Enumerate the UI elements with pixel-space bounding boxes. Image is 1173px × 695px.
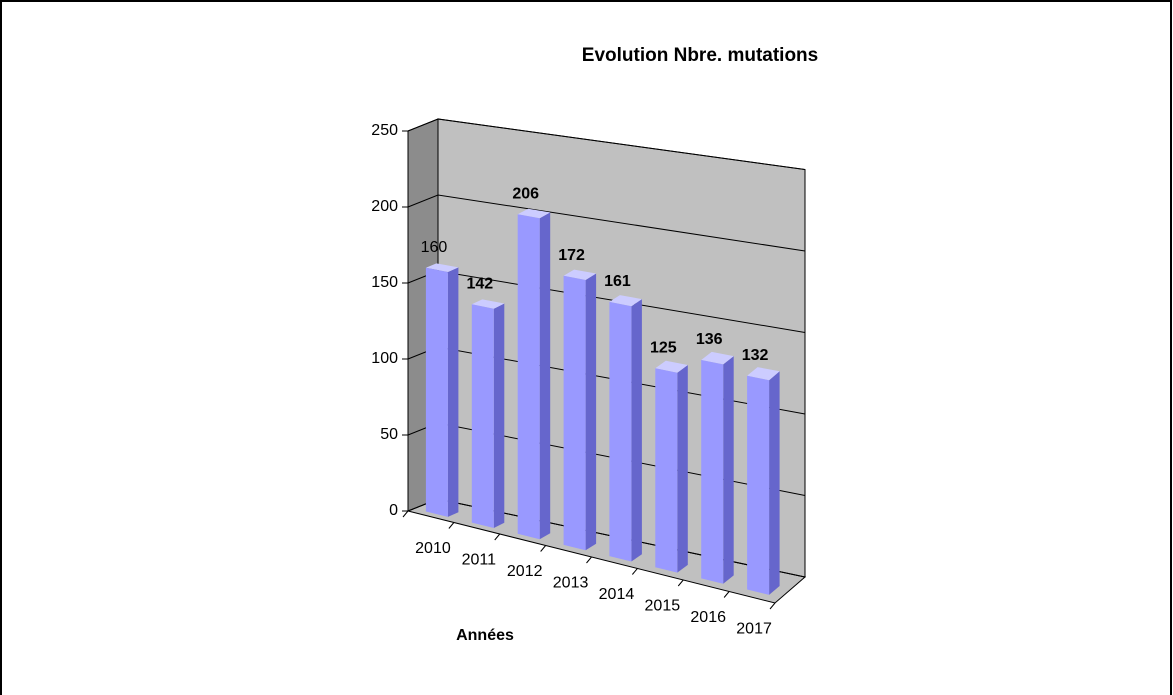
chart-title: Evolution Nbre. mutations [582, 45, 818, 66]
data-label: 160 [421, 239, 448, 256]
y-tick-label: 100 [371, 350, 398, 367]
grid-line [407, 194, 806, 252]
x-tick-label: 2016 [690, 609, 726, 626]
bar-top [655, 360, 688, 373]
bar-top [701, 351, 734, 365]
bar-side [769, 371, 780, 595]
bar [563, 275, 586, 551]
x-tick-label: 2015 [645, 597, 681, 614]
data-label: 161 [604, 273, 631, 290]
bar [471, 304, 494, 528]
x-tick [448, 522, 455, 529]
x-tick-label: 2017 [736, 620, 772, 637]
data-label: 132 [742, 347, 769, 364]
y-tick-label: 200 [371, 198, 398, 215]
data-label: 142 [466, 276, 493, 293]
data-label: 125 [650, 339, 677, 356]
x-axis-label: Années [456, 627, 514, 644]
bar [701, 360, 724, 584]
bar-side [723, 356, 734, 584]
x-tick [723, 591, 730, 598]
bar-side [585, 273, 597, 551]
bar-side [631, 299, 642, 562]
x-tick [677, 579, 684, 587]
x-tick [540, 545, 547, 552]
bar-side [493, 303, 505, 528]
data-label: 172 [558, 247, 585, 264]
data-label: 206 [512, 185, 539, 202]
data-label: 136 [696, 331, 723, 348]
bar-side [539, 212, 551, 540]
x-tick-label: 2010 [415, 540, 451, 557]
x-tick [586, 556, 592, 564]
x-tick-label: 2011 [462, 551, 497, 568]
y-tick-label: 150 [371, 274, 398, 291]
grid-line [407, 118, 806, 170]
bar-side [447, 267, 459, 517]
bar-top [563, 269, 597, 280]
bar-side [677, 365, 688, 573]
x-tick-label: 2013 [553, 574, 589, 591]
x-tick [769, 602, 776, 610]
bar [747, 375, 770, 595]
bar-top [517, 208, 551, 219]
x-tick-label: 2014 [599, 586, 635, 603]
y-tick-label: 50 [380, 426, 398, 443]
bar-top [471, 299, 505, 309]
y-tick-label: 0 [389, 502, 398, 519]
x-tick-label: 2012 [507, 563, 543, 580]
x-tick [402, 510, 409, 518]
bar [609, 301, 632, 562]
bar-top [425, 263, 459, 272]
bar [655, 368, 678, 573]
bar [425, 267, 448, 517]
y-tick-label: 250 [371, 122, 398, 139]
bar-top [747, 367, 780, 381]
x-tick [494, 533, 501, 541]
bar-top [609, 295, 642, 307]
bar [517, 214, 540, 540]
x-tick [631, 568, 638, 575]
